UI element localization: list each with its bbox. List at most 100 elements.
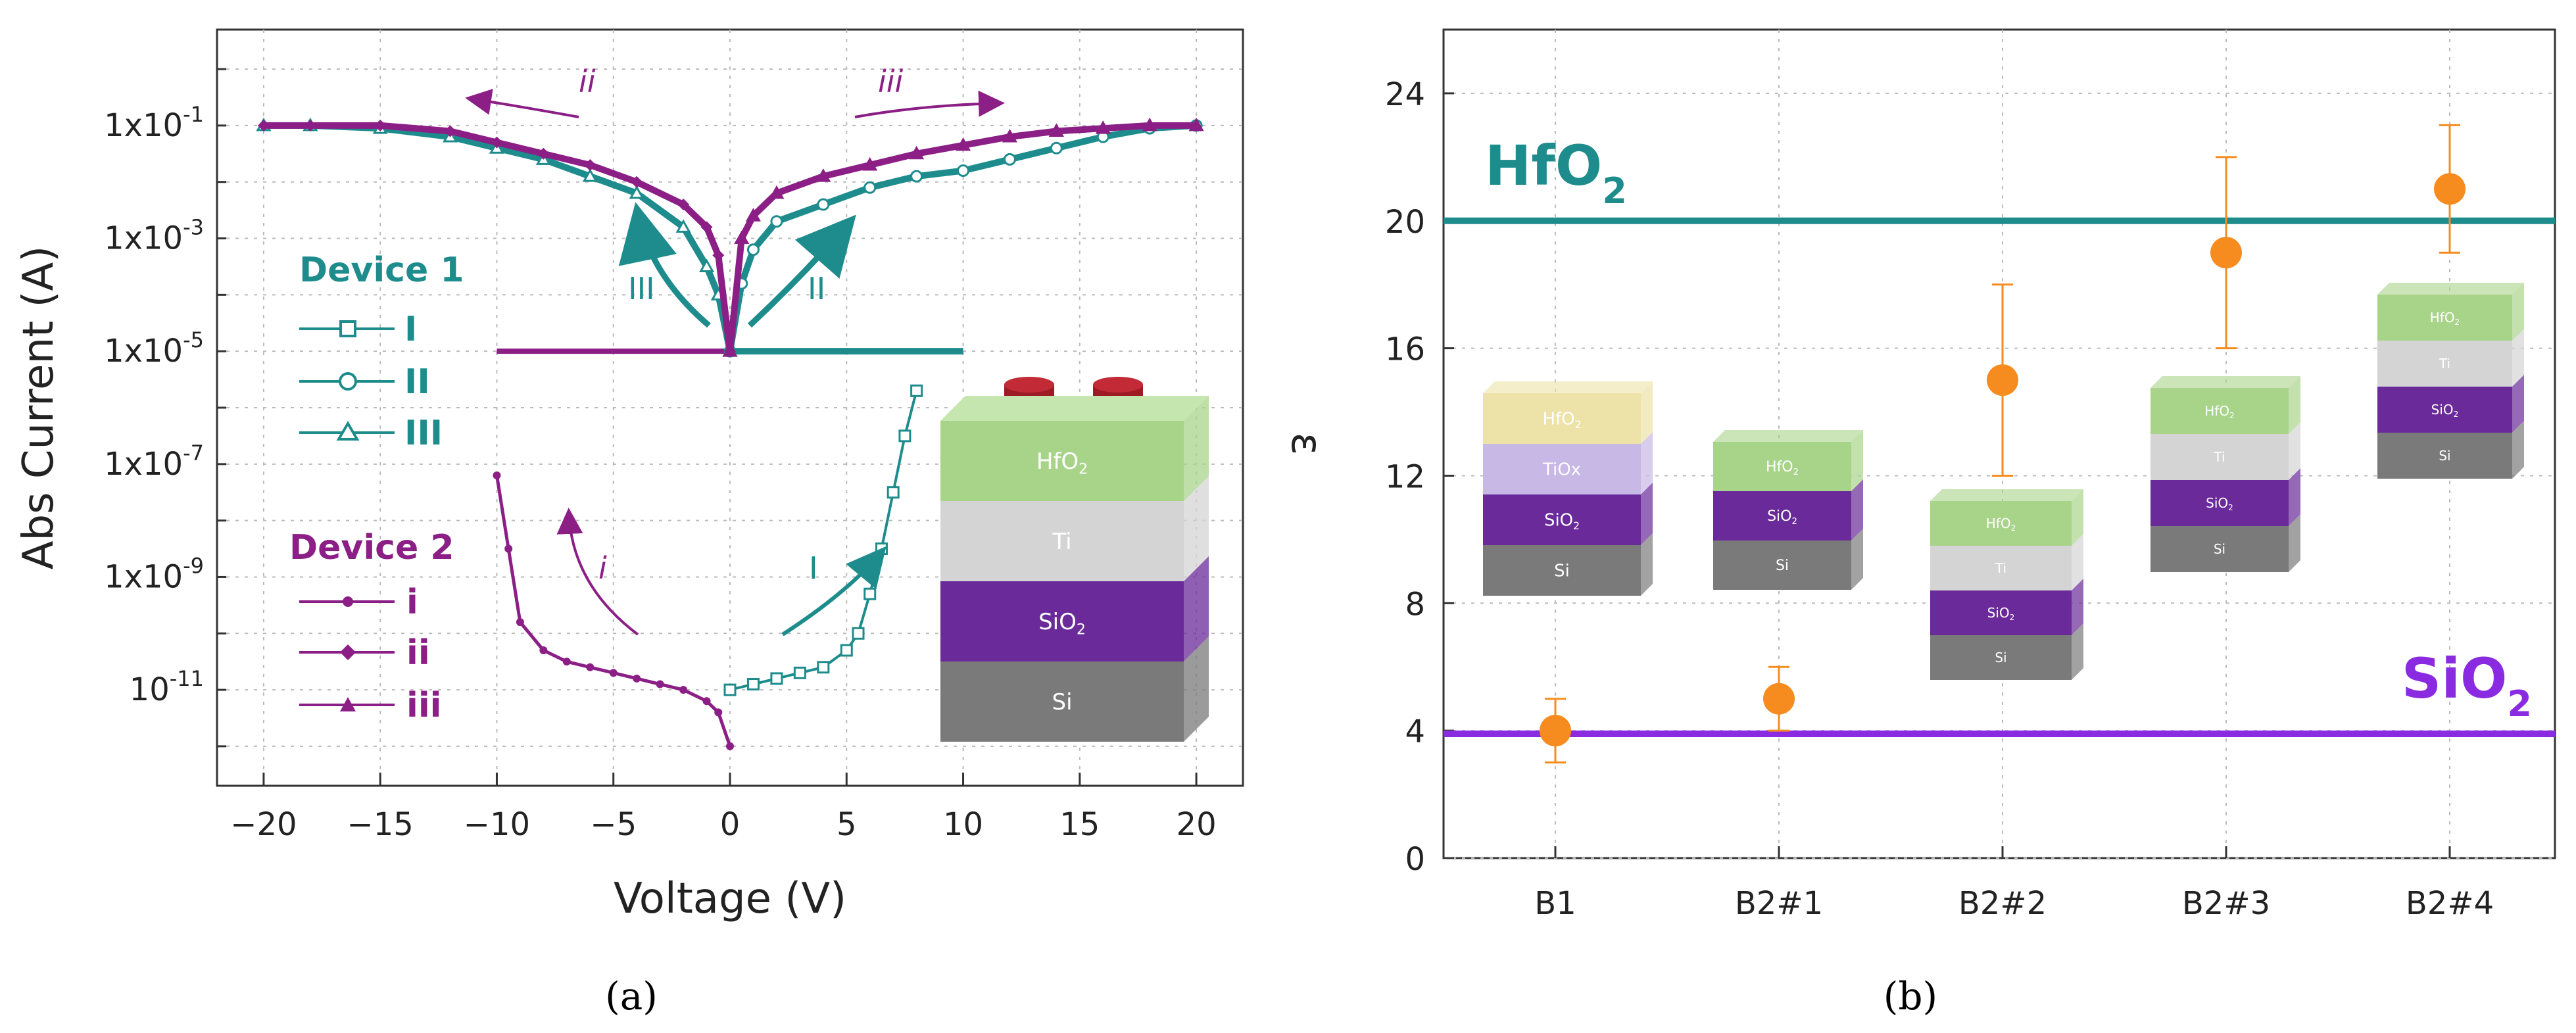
legend-d2-ii-label: ii [406, 633, 430, 673]
b-ytick-label: 12 [1385, 458, 1425, 495]
stack-layer-side-b1 [1641, 533, 1653, 596]
stack-layer-label-b1: TiOx [1542, 460, 1581, 480]
stack-top-b1 [1483, 381, 1653, 393]
a-ytick-label: 1x10-3 [104, 215, 204, 257]
stack-layer-b2-1 [1713, 541, 1851, 590]
legend-d2-iii-label: iii [406, 686, 441, 725]
stack-layer-b2-2 [1930, 501, 2072, 546]
point-device-2-i [726, 742, 734, 750]
panel-a-ticks: −20 −15 −10 −5 0 5 10 15 20 1x10-1 1x10-3 1x10-5 1x1… [104, 68, 1217, 843]
panel-b-ylabel: ε [1282, 433, 1330, 456]
legend-d2-triangle-marker [340, 697, 356, 711]
stack-layer-side-b1 [1641, 432, 1653, 494]
stack-layer-side-b2-1 [1851, 479, 1863, 541]
point-device-2-i [714, 708, 723, 717]
point-device-1-ii [1050, 141, 1063, 155]
inset-layer-sio2 [940, 581, 1184, 661]
inset-layer-label-hfo2: HfO2 [1036, 448, 1088, 478]
inset-device-stack: HfO2 Ti SiO2 Si [940, 377, 1209, 742]
stack-layer-label-b2-3: HfO2 [2204, 403, 2234, 420]
electrode-top-1 [1004, 377, 1054, 393]
panel-a-series [256, 117, 1204, 750]
stack-layer-b2-4 [2377, 341, 2512, 387]
annotation-I: I [809, 550, 818, 586]
panel-a-xlabel: Voltage (V) [614, 875, 846, 923]
point-device-1-i [898, 429, 911, 443]
point-device-1-ii [910, 170, 923, 183]
legend-d1-II-label: II [404, 362, 430, 402]
point-device-2-iii [1002, 129, 1018, 143]
point-b2-1 [1763, 683, 1795, 715]
a-xtick-label: −10 [464, 806, 530, 843]
a-xtick-label: −20 [230, 806, 297, 843]
point-device-2-i [609, 669, 618, 677]
stack-layer-side-b1 [1641, 483, 1653, 545]
stack-layer-label-b2-2: SiO2 [1987, 605, 2015, 622]
sweep-arrow-ii [465, 89, 579, 118]
inset-layer-label-si: Si [1052, 689, 1072, 715]
stack-layer-b1 [1483, 393, 1641, 444]
a-xtick-label: 20 [1177, 806, 1217, 843]
inset-layer-hfo2 [940, 421, 1184, 501]
stack-layer-b2-3 [2151, 526, 2289, 572]
b-xtick-label: B2#1 [1735, 885, 1823, 922]
stack-layer-side-b2-3 [2289, 422, 2300, 480]
point-device-1-iii [675, 219, 691, 233]
a-xtick-label: −15 [347, 806, 414, 843]
panel-b: 0 4 8 12 16 20 24 B1 B2#1 B2#2 B2#3 B2#4 HfO2 TiOx Si… [1282, 28, 2556, 1019]
legend-device-1: Device 1 I II III [299, 251, 464, 453]
stack-layer-side-b2-3 [2289, 376, 2300, 434]
a-xtick-label: 15 [1059, 806, 1100, 843]
b-ytick-label: 24 [1385, 76, 1425, 113]
electrode-top-2 [1093, 377, 1143, 393]
sweep-arrow-III [618, 202, 711, 328]
point-device-2-iii [1048, 123, 1064, 137]
stack-top-b2-3 [2151, 376, 2300, 388]
ref-label-sio2: SiO2 [2402, 646, 2532, 725]
annotation-ii: ii [579, 64, 596, 99]
stack-top-b2-4 [2377, 283, 2524, 295]
stack-layer-b2-4 [2377, 295, 2512, 341]
point-device-2-i [586, 663, 595, 671]
inset-layer-side-si [1184, 637, 1209, 742]
point-device-1-ii [817, 198, 830, 211]
b-xtick-label: B1 [1534, 885, 1576, 922]
stack-layer-label-b1: HfO2 [1542, 410, 1581, 431]
point-device-2-ii [677, 199, 690, 211]
point-device-2-i [562, 658, 571, 666]
sweep-arrow-i [556, 508, 639, 636]
b-ytick-label: 20 [1385, 204, 1425, 241]
stack-layer-side-b2-4 [2512, 375, 2524, 433]
panel-b-ticks: 0 4 8 12 16 20 24 B1 B2#1 B2#2 B2#3 B2#4 [1385, 76, 2494, 922]
stack-layer-side-b2-2 [2072, 534, 2083, 590]
stack-layer-label-b2-1: Si [1776, 558, 1789, 574]
point-device-2-ii [374, 119, 387, 132]
point-device-1-i [793, 666, 806, 679]
caption-b: (b) [1883, 974, 1937, 1019]
inset-layer-side-sio2 [1184, 556, 1209, 661]
point-device-2-iii [722, 343, 738, 357]
stack-layer-label-b1: Si [1554, 562, 1570, 581]
stack-layer-b1 [1483, 444, 1641, 494]
inset-layer-side-ti [1184, 476, 1209, 581]
a-ytick-label: 10-11 [130, 666, 204, 708]
sweep-arrow-I [781, 546, 887, 637]
point-device-2-iii [955, 137, 971, 151]
point-device-1-i [875, 542, 888, 556]
panel-b-points [1540, 124, 2466, 764]
stack-layer-side-b2-3 [2289, 468, 2300, 526]
stack-layer-side-b2-4 [2512, 283, 2524, 341]
inset-layer-ti [940, 501, 1184, 581]
sweep-arrow-iii [854, 90, 1005, 118]
point-device-2-iii [815, 168, 831, 182]
stack-layer-side-b1 [1641, 381, 1653, 444]
point-device-1-i [746, 678, 760, 691]
point-device-1-ii [770, 215, 783, 228]
stack-top-b2-1 [1713, 430, 1863, 442]
legend-d2-dot-marker [343, 596, 353, 607]
stack-layer-side-b2-3 [2289, 514, 2300, 572]
point-device-1-i [770, 672, 783, 685]
stack-layer-side-b2-1 [1851, 529, 1863, 590]
stack-layer-label-b2-4: HfO2 [2430, 310, 2460, 327]
legend-d2-diamond-marker [340, 644, 356, 660]
